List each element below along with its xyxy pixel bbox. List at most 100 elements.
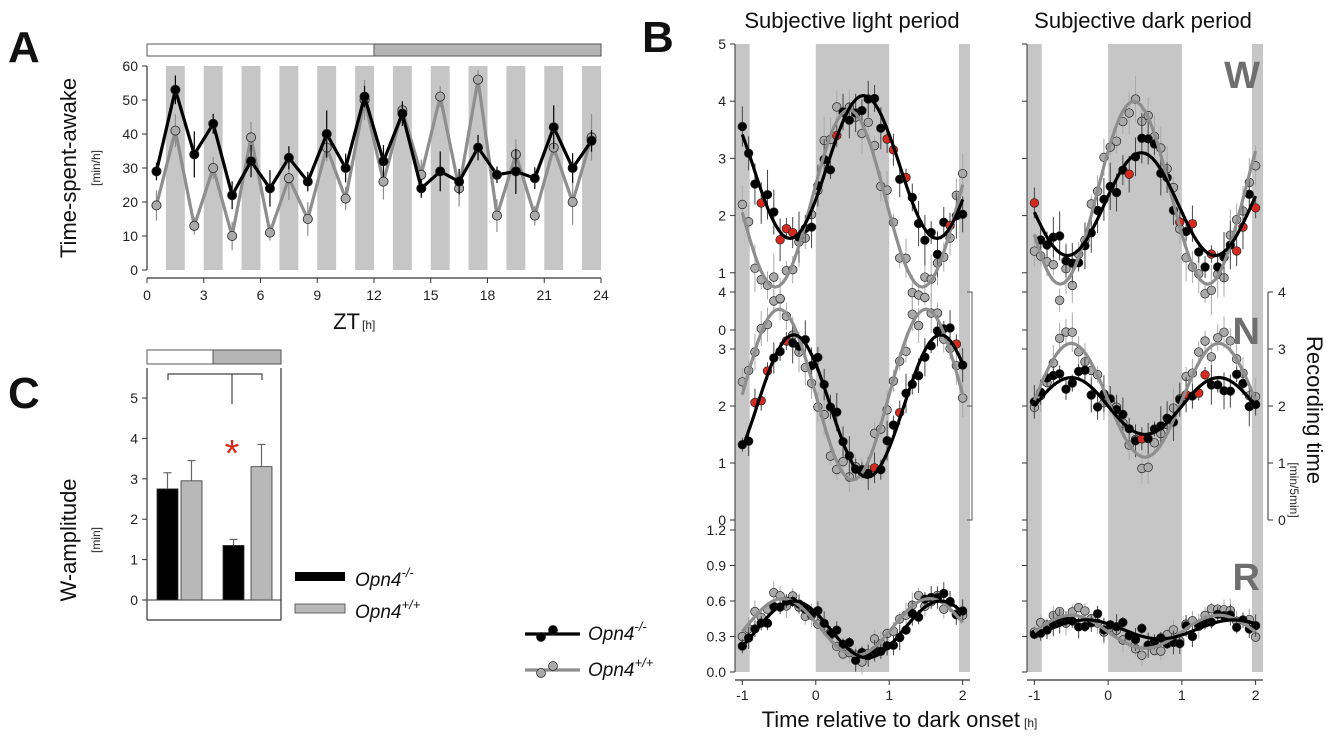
panel-b-point-ko bbox=[1200, 262, 1210, 272]
panel-b-point-ko bbox=[1111, 187, 1122, 198]
panel-a-point-ko bbox=[151, 166, 162, 177]
panel-b-point-wt bbox=[1137, 650, 1147, 660]
panel-a-y-tick-label: 0 bbox=[130, 262, 138, 278]
panel-b-point-wt bbox=[1124, 108, 1134, 118]
panel-b-fit-wt bbox=[1032, 341, 1258, 459]
legend-b-wt-marker bbox=[536, 668, 546, 678]
panel-a-dark-bar bbox=[373, 43, 602, 57]
panel-b-title-light: Subjective light period bbox=[744, 8, 959, 33]
panel-a-point-ko bbox=[170, 84, 181, 95]
panel-b-point-wt bbox=[1200, 336, 1210, 346]
panel-b-point-wt bbox=[1143, 462, 1153, 472]
panel-b-point-ko bbox=[1232, 246, 1242, 256]
panel-a-point-ko bbox=[321, 128, 332, 139]
panel-a-y-tick-label: 60 bbox=[122, 58, 138, 74]
panel-b-right-unit: [min/5min] bbox=[1287, 462, 1301, 517]
panel-b-x-tick-label: 0 bbox=[812, 687, 820, 703]
panel-b-xlabel: Time relative to dark onset bbox=[762, 707, 1020, 732]
panel-b-point-wt bbox=[1156, 646, 1166, 656]
panel-c-y-tick-label: 0 bbox=[130, 592, 138, 608]
panel-b-y-tick-label: 0.9 bbox=[707, 558, 727, 574]
panel-b-point-ko bbox=[1225, 386, 1235, 396]
panel-b-point-wt bbox=[1206, 352, 1217, 362]
panel-c-y-tick-label: 4 bbox=[130, 430, 138, 446]
panel-b-fit-ko bbox=[1032, 151, 1258, 258]
panel-b-point-ko bbox=[1213, 380, 1223, 390]
panel-a-point-ko bbox=[246, 156, 257, 167]
panel-a-dark-stripe bbox=[317, 66, 337, 270]
panel-b-y-tick-label: 2 bbox=[718, 208, 726, 224]
panel-a-point-wt bbox=[208, 162, 219, 173]
panel-a-dark-stripe bbox=[468, 66, 488, 270]
panel-b-y-tick-label: 1 bbox=[718, 455, 726, 471]
panel-b-dark-shade bbox=[1027, 44, 1042, 672]
panel-a-x-tick-label: 9 bbox=[313, 287, 321, 303]
panel-a-x-tick-label: 24 bbox=[593, 287, 609, 303]
panel-a-y-tick-label: 50 bbox=[122, 92, 138, 108]
panel-b-point-ko bbox=[1124, 169, 1134, 179]
panel-a-ylabel: Time-spent-awake bbox=[56, 78, 81, 258]
panel-a-point-wt bbox=[491, 210, 502, 221]
legend-c-ko-swatch bbox=[295, 572, 345, 581]
panel-b-point-wt bbox=[958, 168, 968, 179]
panel-c-dark-bar bbox=[212, 349, 282, 365]
panel-b-point-ko bbox=[806, 222, 817, 232]
panel-b-point-wt bbox=[1055, 333, 1065, 343]
panel-b-point-wt bbox=[1225, 336, 1235, 346]
panel-a-x-tick-label: 21 bbox=[536, 287, 552, 303]
panel-b-x-tick-label: 0 bbox=[1104, 687, 1112, 703]
panel-c-bar-ko-dark bbox=[222, 545, 245, 601]
panel-b-row-letter: R bbox=[1233, 557, 1260, 599]
panel-a-point-wt bbox=[227, 230, 238, 241]
panel-b-fit-wt bbox=[740, 108, 965, 289]
panel-a-point-ko bbox=[567, 162, 578, 173]
panel-c-y-tick-label: 1 bbox=[130, 552, 138, 568]
panel-b-point-ko bbox=[775, 235, 785, 245]
panel-b-point-wt bbox=[838, 457, 848, 467]
panel-b-point-wt bbox=[769, 272, 779, 282]
panel-b-point-wt bbox=[913, 320, 924, 331]
panel-b-dark-shade bbox=[1108, 44, 1182, 672]
panel-a-point-ko bbox=[378, 156, 389, 167]
panel-b-right-tick-label: 3 bbox=[1278, 341, 1286, 357]
panel-b-y-tick-label: 0 bbox=[718, 512, 726, 528]
panel-b-y-tick-label: 1.2 bbox=[707, 522, 727, 538]
panel-b-point-ko bbox=[1232, 369, 1242, 379]
panel-b-point-ko bbox=[1200, 370, 1210, 380]
panel-letter-a: A bbox=[8, 23, 40, 72]
panel-a-line-wt bbox=[154, 79, 594, 239]
legend-c-wt: Opn4+/+ bbox=[355, 597, 421, 623]
panel-b-y-tick-label: 1 bbox=[718, 265, 726, 281]
panel-b-fit-ko bbox=[1033, 618, 1257, 641]
panel-a-point-wt bbox=[340, 193, 351, 204]
panel-a-point-ko bbox=[208, 118, 219, 129]
panel-b-y-tick-label: 3 bbox=[718, 341, 726, 357]
panel-b-point-wt bbox=[958, 393, 968, 403]
panel-b-fit-wt bbox=[740, 307, 965, 482]
panel-a-point-ko bbox=[283, 152, 294, 163]
panel-c-significance-star: * bbox=[225, 433, 240, 475]
panel-a-y-tick-label: 20 bbox=[122, 194, 138, 210]
panel-b-point-wt bbox=[1067, 327, 1077, 337]
panel-b-dark-shade bbox=[735, 44, 750, 672]
panel-b-point-ko bbox=[1055, 369, 1065, 379]
panel-b-y-tick-label: 4 bbox=[718, 93, 726, 109]
legend-c-ko: Opn4-/- bbox=[355, 565, 414, 591]
panel-b-point-wt bbox=[1219, 327, 1229, 337]
panel-a-dark-stripe bbox=[392, 66, 412, 270]
panel-a-light-bar bbox=[146, 43, 375, 57]
panel-a-point-ko bbox=[548, 122, 559, 133]
panel-b-point-ko bbox=[1137, 623, 1147, 634]
panel-b-right-tick-label: 1 bbox=[1278, 455, 1286, 471]
panel-a-point-ko bbox=[454, 176, 465, 187]
panel-b-fit-wt bbox=[1032, 99, 1258, 286]
panel-b-y-tick-label: 0 bbox=[718, 322, 726, 338]
panel-a-x-tick-label: 15 bbox=[423, 287, 439, 303]
panel-b-x-tick-label: -1 bbox=[1028, 687, 1041, 703]
panel-b-fit-ko bbox=[740, 93, 965, 241]
panel-b-point-ko bbox=[1118, 617, 1128, 628]
panel-b-point-wt bbox=[775, 293, 785, 304]
panel-b-point-ko bbox=[844, 637, 855, 648]
